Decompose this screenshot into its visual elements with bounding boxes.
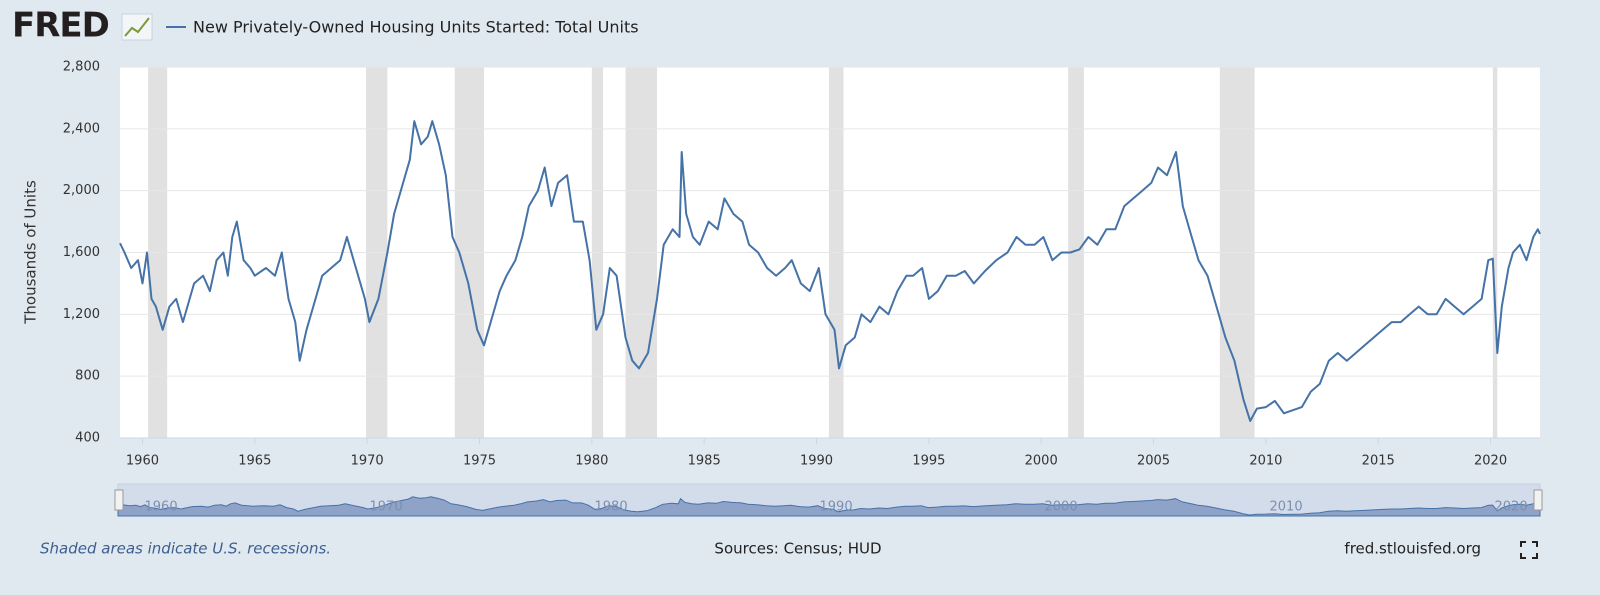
navigator-tick-label: 2020 xyxy=(1495,500,1528,515)
navigator-tick-label: 1990 xyxy=(820,500,853,515)
navigator-tick-label: 1960 xyxy=(145,500,178,515)
y-axis-label: Thousands of Units xyxy=(22,180,40,325)
navigator-tick-label: 2000 xyxy=(1045,500,1078,515)
legend-label: New Privately-Owned Housing Units Starte… xyxy=(193,18,639,37)
sources: Sources: Census; HUD xyxy=(714,540,881,558)
y-tick-label: 800 xyxy=(75,369,100,384)
navigator-handle[interactable] xyxy=(114,489,124,511)
x-tick-label: 1970 xyxy=(351,454,384,469)
x-tick-label: 1965 xyxy=(238,454,271,469)
y-tick-label: 400 xyxy=(75,431,100,446)
x-tick-label: 1980 xyxy=(575,454,608,469)
navigator-area xyxy=(117,496,1541,517)
x-tick-label: 1985 xyxy=(688,454,721,469)
y-tick-label: 1,200 xyxy=(63,307,100,322)
recession-note: Shaded areas indicate U.S. recessions. xyxy=(40,540,331,558)
x-tick-label: 1975 xyxy=(463,454,496,469)
x-tick-label: 2020 xyxy=(1474,454,1507,469)
navigator-tick-label: 2010 xyxy=(1270,500,1303,515)
navigator-tick-label: 1980 xyxy=(595,500,628,515)
x-tick-label: 1990 xyxy=(800,454,833,469)
y-tick-label: 2,400 xyxy=(63,121,100,136)
x-tick-label: 2000 xyxy=(1025,454,1058,469)
x-tick-label: 2010 xyxy=(1249,454,1282,469)
y-tick-label: 2,000 xyxy=(63,183,100,198)
y-tick-label: 1,600 xyxy=(63,245,100,260)
navigator-handle[interactable] xyxy=(1533,489,1543,511)
logo-icon xyxy=(121,13,153,41)
x-tick-label: 2015 xyxy=(1362,454,1395,469)
x-tick-label: 1995 xyxy=(912,454,945,469)
y-tick-label: 2,800 xyxy=(63,60,100,75)
x-tick-label: 2005 xyxy=(1137,454,1170,469)
fullscreen-button[interactable] xyxy=(1520,541,1538,559)
site-link[interactable]: fred.stlouisfed.org xyxy=(1344,540,1481,558)
x-tick-label: 1960 xyxy=(126,454,159,469)
logo: FRED xyxy=(12,6,109,46)
series-line xyxy=(119,120,1541,422)
navigator-tick-label: 1970 xyxy=(370,500,403,515)
